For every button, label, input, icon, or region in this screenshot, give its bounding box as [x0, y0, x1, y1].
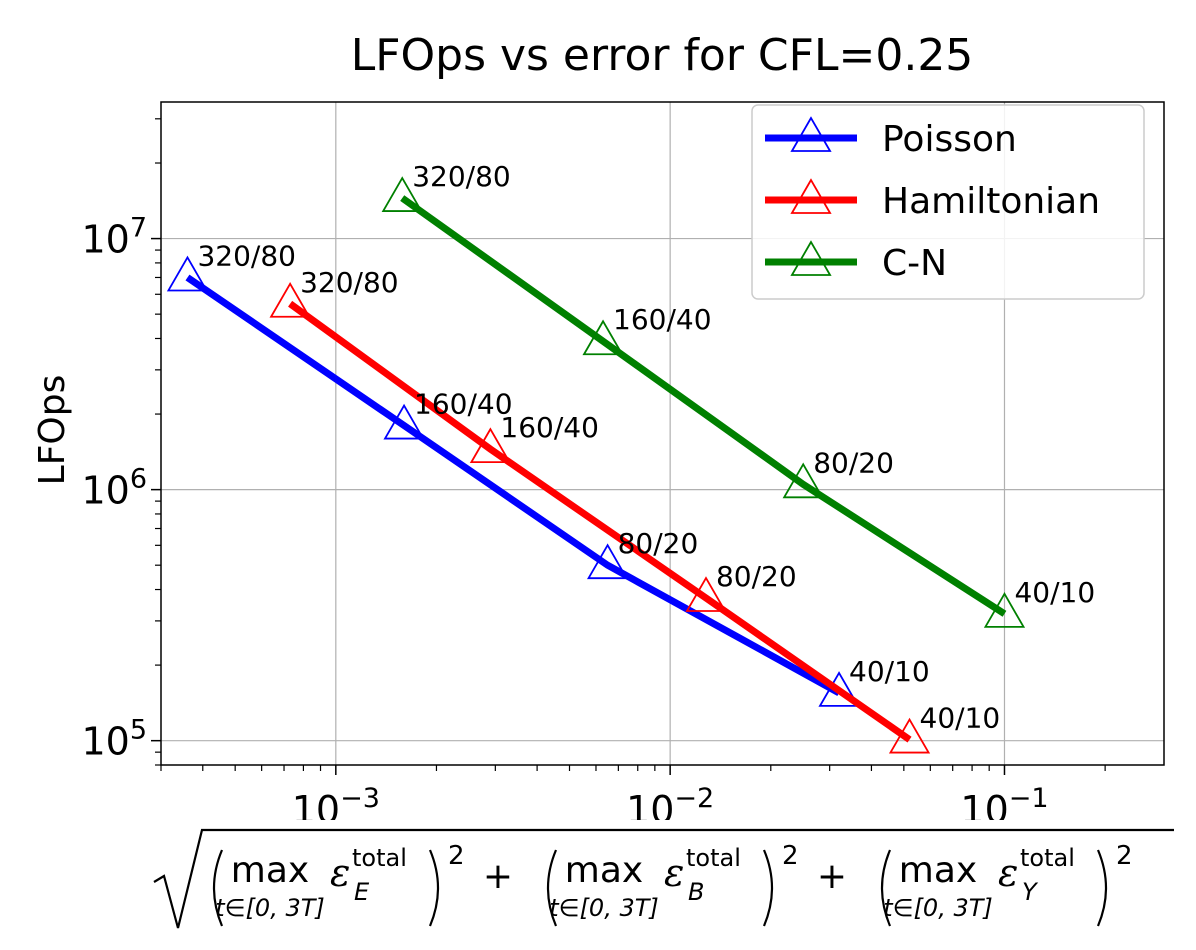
epsilon-symbol: ε	[664, 851, 684, 895]
right-paren	[1096, 849, 1108, 927]
data-point-marker	[983, 592, 1026, 628]
epsilon-superscript: total	[1020, 844, 1075, 872]
legend-label: Poisson	[882, 119, 1017, 160]
x-tick-label: 10−2	[626, 783, 714, 820]
xlabel-term: max t∈[0, 3T]ε total Y 2	[880, 841, 1133, 927]
plus-sign: +	[483, 856, 513, 897]
legend-item: Hamiltonian	[765, 178, 1100, 222]
data-point-marker	[582, 319, 624, 356]
legend-marker	[790, 116, 832, 152]
data-point-marker	[818, 671, 860, 707]
y-tick-label: 106	[81, 464, 147, 513]
data-point-label: 160/40	[500, 411, 599, 444]
epsilon-subscript: Y	[1022, 878, 1039, 906]
legend-item: Poisson	[765, 116, 1017, 160]
x-tick-label: 10−1	[960, 783, 1048, 820]
legend-box	[751, 104, 1145, 300]
data-point-label: 80/20	[618, 527, 699, 560]
epsilon-subscript: E	[354, 878, 370, 906]
left-paren	[546, 849, 558, 927]
series-line	[288, 300, 912, 743]
legend-marker	[790, 240, 832, 276]
data-point-marker	[383, 403, 425, 440]
max-subscript: t∈[0, 3T]	[549, 894, 659, 922]
left-paren	[880, 849, 892, 927]
legend: Poisson Hamiltonian C-N	[751, 104, 1145, 300]
x-ticks: 10−3 10−2 10−1	[160, 765, 1106, 820]
y-axis-label: LFOps	[32, 375, 73, 486]
epsilon-symbol: ε	[998, 851, 1018, 895]
legend-label: C-N	[882, 243, 947, 284]
series-poisson	[166, 255, 860, 707]
sqrt-symbol	[153, 828, 1174, 929]
data-point-marker	[685, 576, 727, 612]
chart-title: LFOps vs error for CFL=0.25	[351, 30, 974, 81]
max-subscript: t∈[0, 3T]	[883, 894, 993, 922]
power-two: 2	[1116, 841, 1133, 871]
right-paren	[762, 849, 774, 927]
max-operator: max	[899, 850, 977, 891]
x-axis-label: max t∈[0, 3T] ε total E 2 + max t∈[0, 3T] ε total B…	[150, 820, 1180, 940]
plot-frame	[160, 101, 1165, 766]
data-point-label: 320/80	[197, 239, 296, 272]
series-line	[400, 195, 1007, 617]
y-tick-label: 105	[81, 715, 147, 764]
epsilon-superscript: total	[352, 844, 407, 872]
data-point-label: 320/80	[412, 160, 511, 193]
legend-label: Hamiltonian	[882, 181, 1100, 222]
data-point-marker	[586, 543, 629, 580]
max-operator: max	[565, 850, 643, 891]
chart: LFOps vs error for CFL=0.25 320/80 160/40…	[32, 30, 1165, 820]
data-point-marker	[469, 427, 512, 464]
data-point-label: 160/40	[414, 388, 513, 421]
data-point-label: 40/10	[1014, 576, 1095, 609]
series-layer	[166, 176, 1026, 754]
y-tick-label: 107	[81, 213, 147, 262]
series-hamiltonian	[269, 281, 931, 754]
xlabel-term: max t∈[0, 3T]ε total E 2 +	[212, 841, 513, 927]
data-point-marker	[381, 176, 423, 212]
data-point-label: 40/10	[849, 655, 930, 688]
x-tick-label: 10−3	[292, 783, 380, 820]
xlabel-term: max t∈[0, 3T]ε total B 2 +	[546, 841, 847, 927]
data-point-marker	[888, 717, 931, 754]
annotation-layer: 320/80 160/40 80/20 40/10 320/80 160/40 80/20 4…	[197, 160, 1095, 735]
data-point-label: 80/20	[813, 446, 894, 479]
left-paren	[212, 849, 224, 927]
epsilon-symbol: ε	[330, 851, 350, 895]
epsilon-subscript: B	[688, 878, 704, 906]
series-line	[185, 274, 841, 696]
data-point-label: 40/10	[920, 702, 1001, 735]
series-c-n	[381, 176, 1026, 628]
power-two: 2	[782, 841, 799, 871]
data-point-marker	[269, 281, 311, 318]
right-paren	[428, 849, 440, 927]
epsilon-superscript: total	[686, 844, 741, 872]
data-point-marker	[166, 255, 209, 292]
data-point-marker	[782, 462, 824, 499]
y-ticks: 105 106 107	[81, 118, 161, 766]
max-operator: max	[231, 850, 309, 891]
max-subscript: t∈[0, 3T]	[215, 894, 325, 922]
plus-sign: +	[817, 856, 847, 897]
power-two: 2	[448, 841, 465, 871]
data-point-label: 80/20	[716, 560, 797, 593]
legend-marker	[790, 178, 832, 214]
legend-item: C-N	[765, 240, 947, 284]
data-point-label: 160/40	[613, 303, 712, 336]
data-point-label: 320/80	[300, 266, 399, 299]
